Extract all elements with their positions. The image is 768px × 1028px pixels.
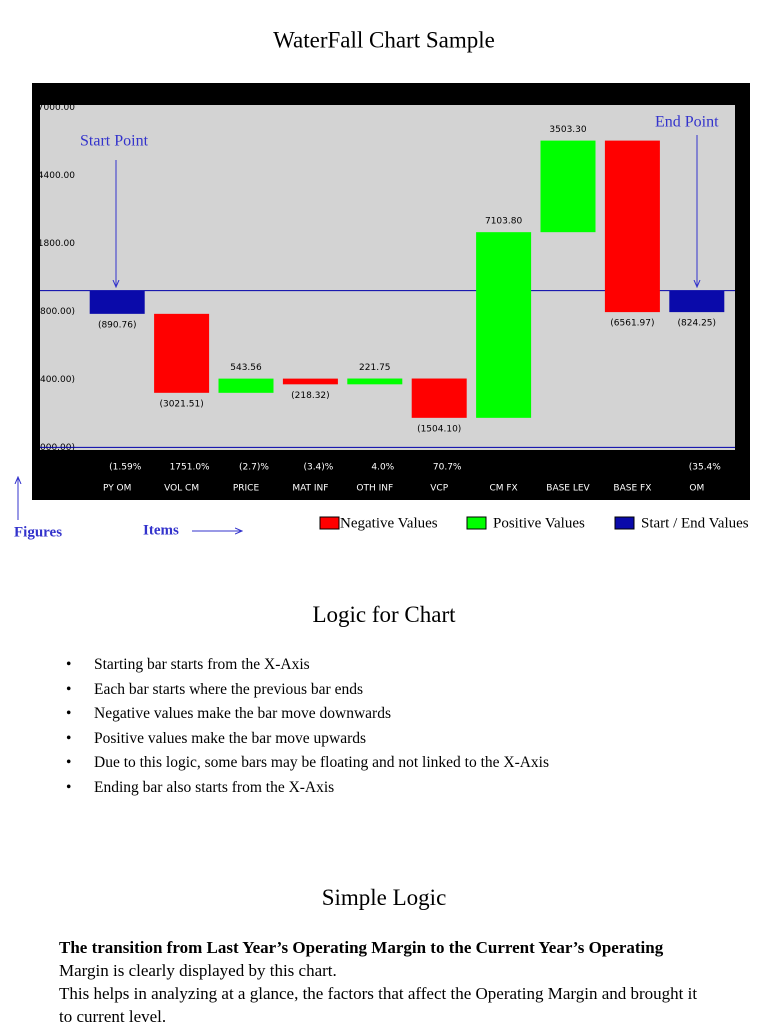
value-label: 3503.30 — [549, 125, 586, 135]
x-sublabel: 70.7% — [433, 463, 462, 473]
y-tick-label: (800.00) — [36, 307, 75, 317]
bar — [218, 378, 274, 393]
paragraphs: The transition from Last Year’s Operatin… — [59, 936, 709, 1028]
x-tick-label: CM FX — [489, 484, 517, 494]
value-label: 543.56 — [230, 363, 262, 373]
x-sublabel: (3.4)% — [303, 463, 333, 473]
bullet: Each bar starts where the previous bar e… — [66, 681, 549, 706]
x-sublabel: (2.7)% — [239, 463, 269, 473]
annotation: Figures — [14, 524, 62, 540]
legend-swatch — [319, 516, 340, 530]
heading: Logic for Chart — [312, 602, 456, 627]
legend-label: Positive Values — [493, 515, 585, 531]
y-tick-label: 7000.00 — [38, 103, 75, 113]
paragraph: The transition from Last Year’s Operatin… — [59, 938, 664, 980]
bar — [411, 378, 467, 418]
bullet: Starting bar starts from the X-Axis — [66, 656, 549, 681]
bar — [540, 140, 596, 233]
value-label: (890.76) — [98, 320, 137, 330]
value-label: 7103.80 — [485, 217, 522, 227]
heading: Simple Logic — [321, 885, 447, 910]
x-tick-label: VOL CM — [164, 484, 199, 494]
value-label: (3021.51) — [159, 399, 203, 409]
bullet: Positive values make the bar move upward… — [66, 730, 549, 755]
annotation: End Point — [655, 114, 719, 131]
x-sublabel: (35.4% — [689, 463, 722, 473]
legend-label: Negative Values — [340, 515, 438, 531]
x-tick-label: BASE LEV — [546, 484, 590, 494]
bullet-list: Starting bar starts from the X-AxisEach … — [66, 656, 549, 804]
x-tick-label: OTH INF — [356, 484, 393, 494]
value-label: 221.75 — [359, 363, 391, 373]
x-tick-label: BASE FX — [613, 484, 651, 494]
x-tick-label: VCP — [430, 484, 448, 494]
legend-label: Start / End Values — [641, 515, 749, 531]
chart-title: WaterFall Chart Sample — [273, 27, 495, 52]
bar — [476, 232, 532, 418]
x-sublabel: (1.59% — [109, 463, 142, 473]
bar — [154, 313, 210, 393]
x-tick-label: PRICE — [233, 484, 260, 494]
bar — [282, 378, 338, 385]
x-tick-label: MAT INF — [292, 484, 328, 494]
annotation: Items — [143, 522, 179, 538]
legend-swatch — [614, 516, 635, 530]
bullet: Due to this logic, some bars may be floa… — [66, 754, 549, 779]
bullet: Ending bar also starts from the X-Axis — [66, 779, 549, 804]
value-label: (218.32) — [291, 391, 330, 401]
chart: WaterFall Chart Sample 7000.00 4400.00 180… — [14, 27, 750, 540]
bar — [669, 290, 725, 313]
y-tick-label: (3400.00) — [31, 375, 75, 385]
annotation: Start Point — [80, 133, 149, 150]
value-label: (824.25) — [678, 319, 717, 329]
bar — [89, 290, 145, 314]
value-label: (1504.10) — [417, 424, 461, 434]
bar — [347, 378, 403, 385]
x-tick-label: OM — [689, 484, 704, 494]
y-tick-label: 1800.00 — [38, 239, 75, 249]
legend-swatch — [466, 516, 487, 530]
x-sublabel: 4.0% — [371, 463, 394, 473]
paragraph: This helps in analyzing at a glance, the… — [59, 984, 698, 1026]
x-sublabel: 1751.0% — [170, 463, 210, 473]
value-label: (6561.97) — [610, 319, 654, 329]
bar — [604, 140, 660, 313]
x-tick-label: PY OM — [103, 484, 131, 494]
y-tick-label: 4400.00 — [38, 171, 75, 181]
bullet: Negative values make the bar move downwa… — [66, 705, 549, 730]
